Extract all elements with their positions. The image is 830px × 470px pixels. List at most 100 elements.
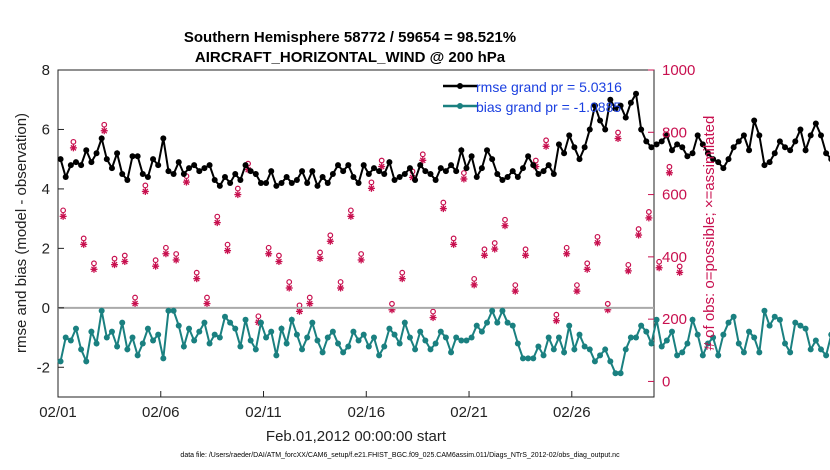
bias-point: [782, 340, 789, 347]
rmse-point: [730, 144, 737, 151]
nobs-point: [141, 182, 149, 195]
nobs-possible-mark: [337, 279, 344, 285]
rmse-point: [484, 147, 491, 154]
rmse-point: [674, 141, 681, 148]
bias-point: [88, 328, 95, 335]
rmse-point: [201, 165, 208, 172]
nobs-point: [337, 279, 345, 292]
rmse-point: [432, 176, 439, 183]
bias-point: [134, 352, 141, 359]
nobs-point: [398, 269, 406, 283]
rmse-point: [535, 171, 542, 178]
nobs-assim-mark: [193, 275, 200, 282]
nobs-possible-mark: [234, 185, 241, 192]
rmse-point: [237, 176, 244, 183]
nobs-assim-mark: [522, 252, 529, 259]
rmse-point: [817, 132, 824, 139]
bias-point: [463, 337, 470, 344]
rmse-point: [607, 96, 614, 103]
rmse-point: [391, 176, 398, 183]
rmse-point: [412, 176, 419, 183]
nobs-assim-mark: [111, 261, 118, 268]
bias-point: [504, 319, 511, 326]
bias-point: [139, 340, 146, 347]
rmse-point: [88, 159, 95, 166]
rmse-point: [360, 162, 367, 169]
rmse-point: [329, 171, 336, 178]
rmse-point: [612, 105, 619, 112]
bias-point: [576, 331, 583, 338]
nobs-assim-mark: [214, 219, 221, 226]
bias-point: [627, 334, 634, 341]
nobs-assim-mark: [121, 258, 128, 265]
rmse-point: [370, 165, 377, 172]
rmse-point: [257, 179, 264, 186]
rmse-point: [504, 174, 511, 181]
nobs-assim-mark: [378, 163, 385, 170]
bias-point: [653, 316, 660, 323]
nobs-point: [121, 252, 129, 266]
x-tick-label: 02/16: [348, 404, 386, 421]
rmse-point: [150, 156, 157, 163]
bias-point: [545, 334, 552, 341]
nobs-assim-mark: [142, 188, 149, 195]
bias-point: [591, 358, 598, 365]
bias-point: [242, 316, 249, 323]
nobs-assim-mark: [286, 285, 293, 291]
bias-point: [283, 340, 290, 347]
bias-point: [350, 328, 357, 335]
nobs-assim-mark: [265, 250, 272, 257]
y-right-tick-label: 1000: [662, 62, 695, 79]
bias-point: [448, 349, 455, 356]
bias-point: [550, 346, 557, 353]
nobs-possible-mark: [604, 300, 611, 307]
nobs-possible-mark: [532, 157, 539, 164]
rmse-point: [566, 132, 573, 139]
rmse-point: [134, 153, 141, 160]
nobs-possible-mark: [584, 260, 591, 267]
nobs-assim-mark: [275, 258, 282, 265]
bias-point: [93, 340, 100, 347]
bias-point: [268, 328, 275, 335]
nobs-point: [460, 170, 468, 183]
legend-bias-marker: [457, 103, 463, 109]
nobs-assim-mark: [358, 257, 365, 263]
bias-point: [787, 349, 794, 356]
bias-point: [376, 352, 383, 359]
bias-point: [453, 334, 460, 341]
rmse-point: [684, 153, 691, 160]
bias-point: [299, 346, 306, 353]
rmse-point: [221, 174, 228, 181]
nobs-point: [193, 269, 201, 283]
rmse-point: [653, 141, 660, 148]
rmse-point: [746, 147, 753, 154]
nobs-possible-mark: [460, 170, 467, 176]
bias-point: [314, 337, 321, 344]
rmse-point: [638, 126, 645, 133]
rmse-point: [704, 150, 711, 157]
bias-point: [484, 319, 491, 326]
legend-rmse-label: rmse grand pr = 5.0316: [476, 79, 622, 95]
bias-point: [730, 313, 737, 320]
x-tick-label: 02/26: [553, 404, 591, 421]
bias-point: [345, 343, 352, 350]
bias-point: [370, 334, 377, 341]
bias-point: [273, 352, 280, 359]
rmse-point: [735, 138, 742, 145]
bias-point: [335, 340, 342, 347]
rmse-point: [812, 120, 819, 127]
bias-point: [489, 307, 496, 314]
nobs-possible-mark: [419, 151, 426, 158]
bias-point: [761, 307, 768, 314]
rmse-point: [442, 168, 449, 175]
nobs-possible-mark: [553, 311, 560, 318]
rmse-point: [376, 168, 383, 175]
bias-point: [237, 343, 244, 350]
rmse-point: [807, 132, 814, 139]
bias-point: [391, 331, 398, 338]
bias-point: [684, 340, 691, 347]
nobs-possible-mark: [481, 246, 488, 253]
y-tick-label: 8: [42, 62, 50, 79]
rmse-point: [144, 174, 151, 181]
